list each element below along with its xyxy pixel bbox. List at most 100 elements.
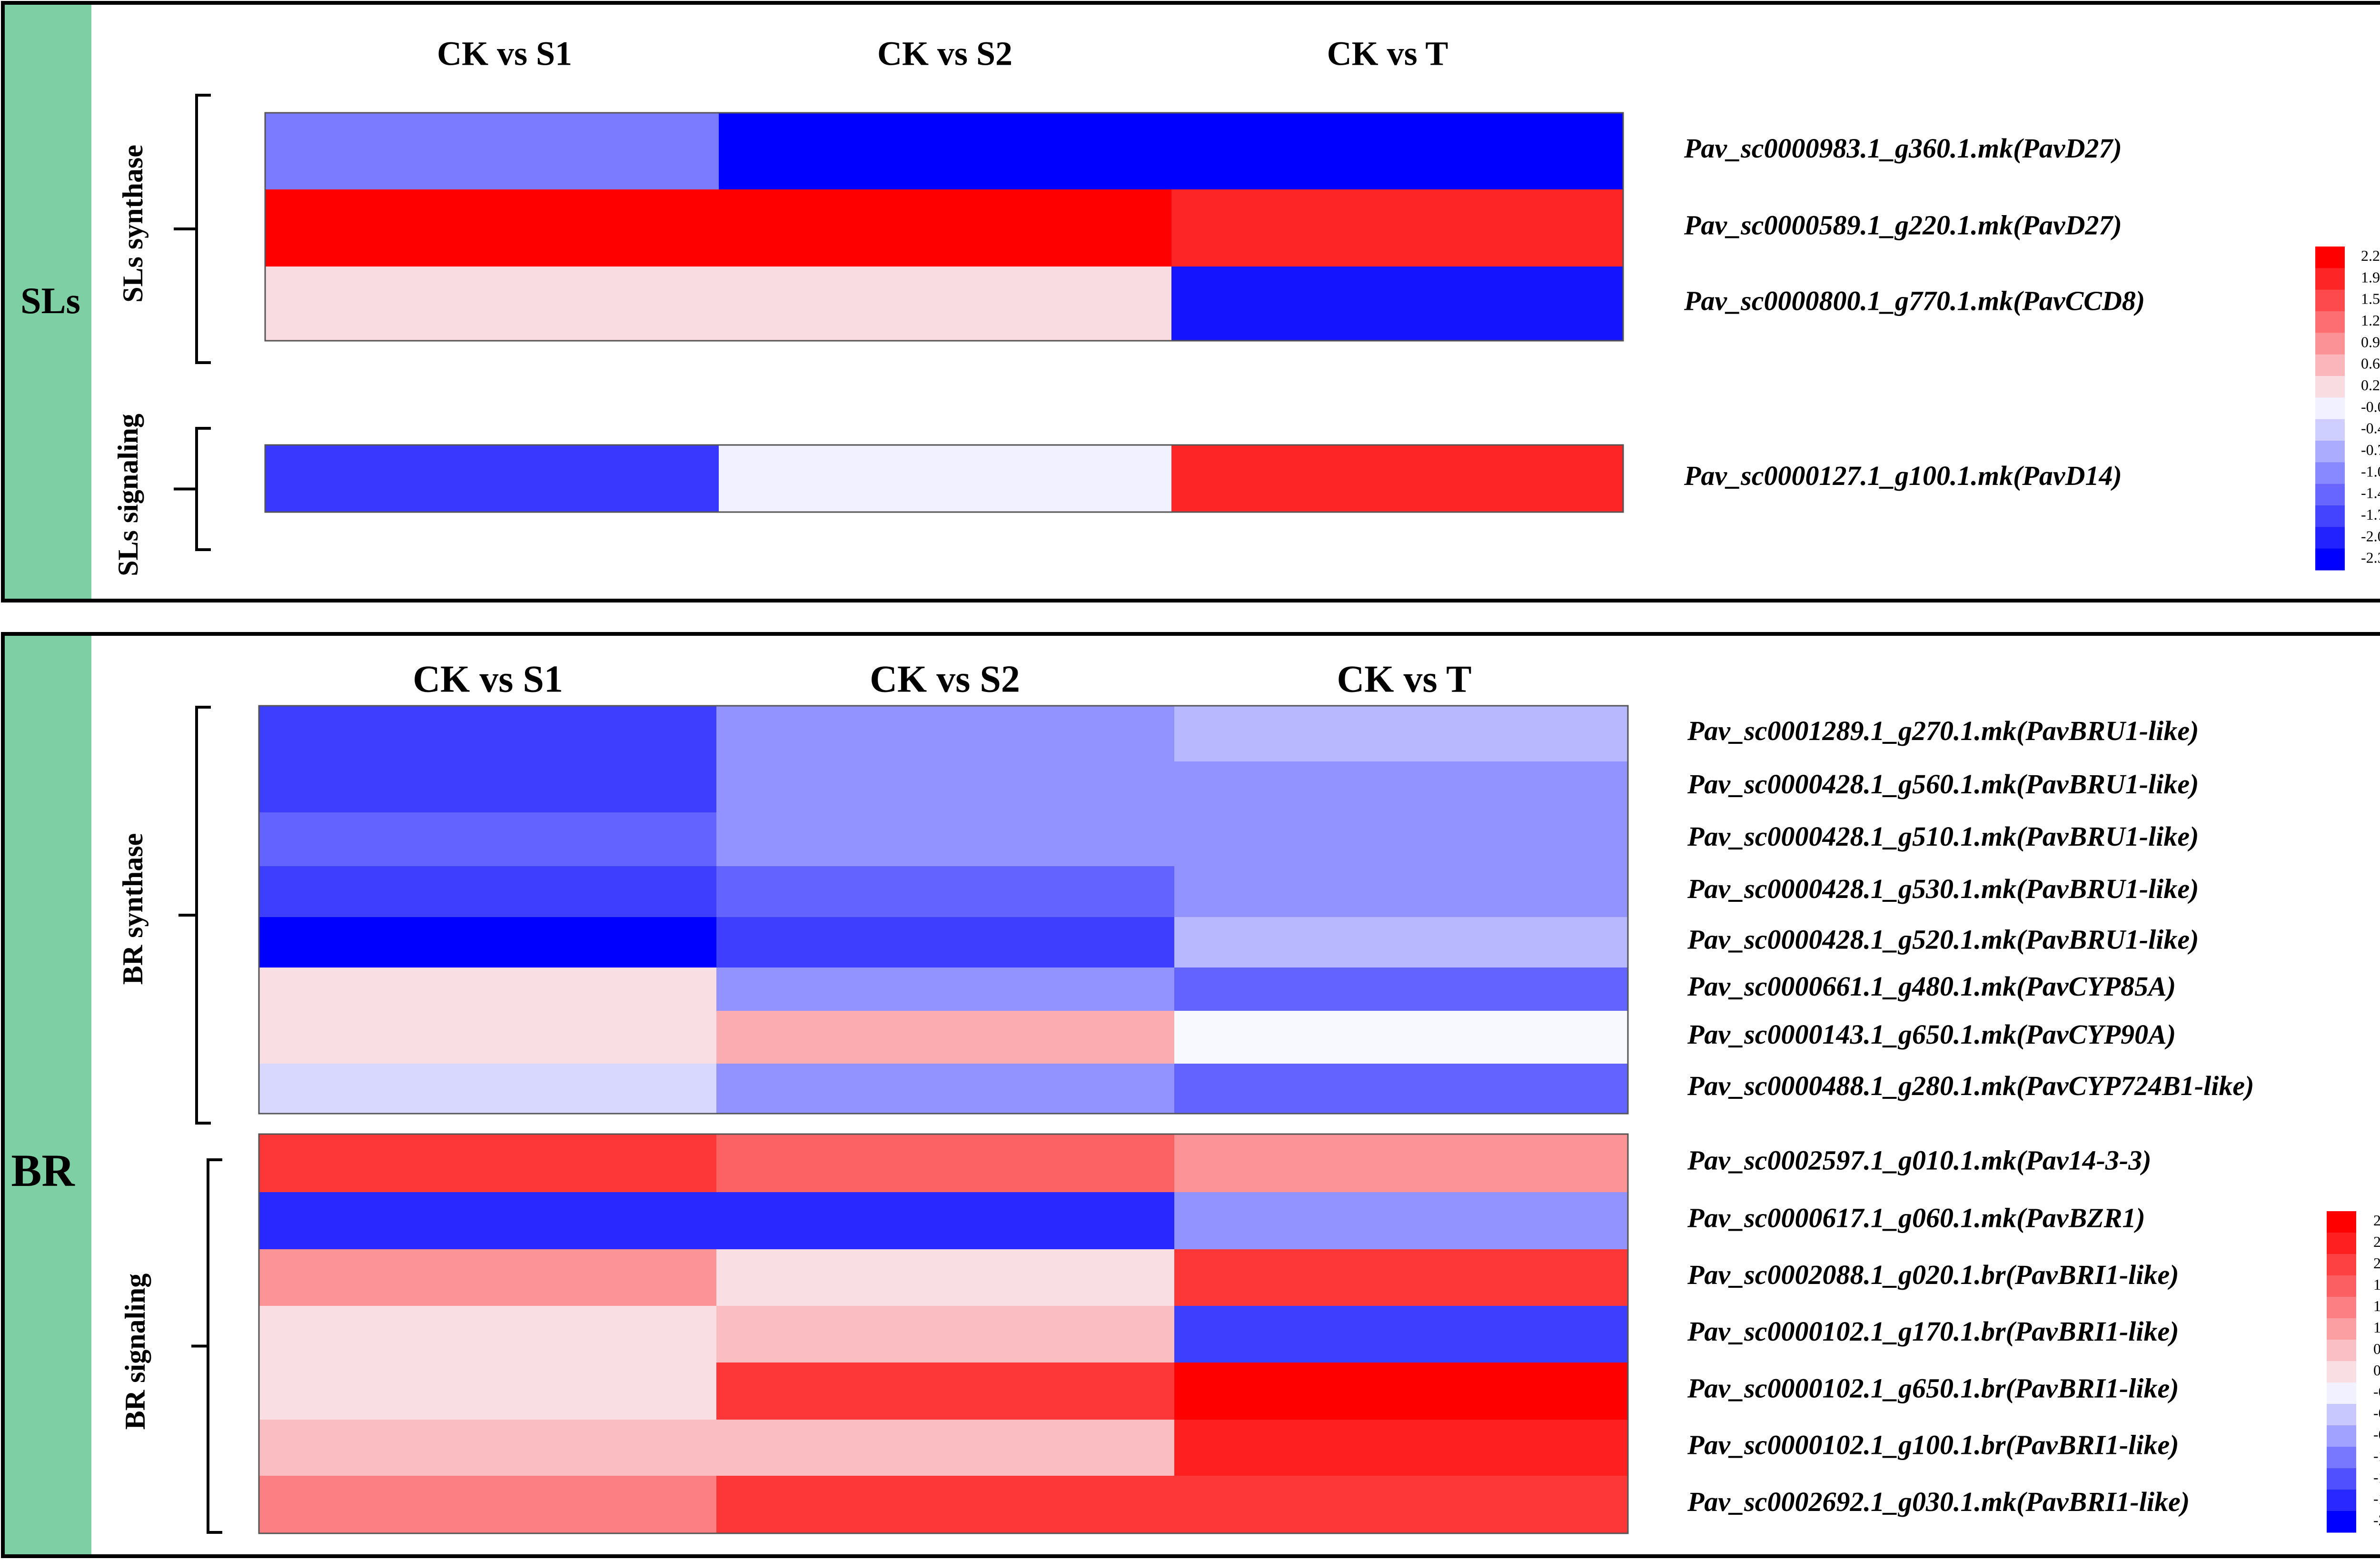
heatmap-cell xyxy=(259,1249,716,1306)
heatmap-cell xyxy=(1174,917,1628,968)
legend-swatch xyxy=(2327,1404,2356,1426)
heatmap-cell xyxy=(259,1420,716,1476)
heatmap-cell xyxy=(716,812,1174,866)
legend-swatch xyxy=(2315,419,2345,441)
heatmap-cell xyxy=(716,1420,1174,1476)
group-bracket xyxy=(191,1158,222,1534)
legend-swatch xyxy=(2315,527,2345,549)
legend-tick-label: 2.19 xyxy=(2373,1254,2380,1272)
legend-tick-label: 1.92 xyxy=(2361,268,2380,286)
legend-swatch xyxy=(2315,289,2345,312)
legend-tick-label: 1.59 xyxy=(2361,290,2380,307)
gene-label: Pav_sc0000800.1_g770.1.mk(PavCCD8) xyxy=(1684,285,2145,316)
gene-label: Pav_sc0000102.1_g170.1.br(PavBRI1-like) xyxy=(1687,1316,2179,1347)
heatmap-cell xyxy=(716,1011,1174,1064)
heatmap-cell xyxy=(259,706,716,761)
heatmap-cell xyxy=(1174,1420,1628,1476)
legend-tick-label: -1.58 xyxy=(2373,1469,2380,1486)
heatmap-cell xyxy=(1174,866,1628,917)
gene-label: Pav_sc0000143.1_g650.1.mk(PavCYP90A) xyxy=(1687,1019,2176,1050)
panel-strip xyxy=(3,3,91,601)
panel-label: BR xyxy=(11,1145,75,1196)
heatmap-cell xyxy=(259,917,716,968)
gene-label: Pav_sc0001289.1_g270.1.mk(PavBRU1-like) xyxy=(1687,715,2199,746)
panel-strip xyxy=(3,634,91,1556)
legend-swatch xyxy=(2327,1490,2356,1511)
heatmap-cell xyxy=(1174,1192,1628,1249)
heatmap-cell xyxy=(716,1249,1174,1306)
legend-swatch xyxy=(2327,1468,2356,1490)
color-legend: 2.26 1.92 1.59 1.26 0.93 0.60 0.26 -0.07 -0.40 -0… xyxy=(2315,247,2380,571)
legend-tick-label: -0.40 xyxy=(2361,420,2380,437)
heatmap-cell xyxy=(1171,267,1623,341)
panel-frame xyxy=(1,1,2380,602)
heatmap-cell xyxy=(716,866,1174,917)
legend-swatch xyxy=(2315,311,2345,333)
heatmap-cell xyxy=(265,189,719,267)
heatmap-cell xyxy=(1171,113,1623,189)
heatmap-cell xyxy=(1174,706,1628,761)
gene-label: Pav_sc0000428.1_g520.1.mk(PavBRU1-like) xyxy=(1687,924,2199,955)
legend-tick-label: 0.31 xyxy=(2373,1362,2380,1379)
legend-tick-label: 0.60 xyxy=(2361,355,2380,372)
sls-panel: SLs CK vs S1 CK vs S2 CK vs T Pav_sc0000983.… xyxy=(1,1,2380,602)
legend-tick-label: 2.26 xyxy=(2361,247,2380,264)
legend-tick-label: -1.95 xyxy=(2373,1490,2380,1507)
heatmap-block-outline xyxy=(264,444,1624,513)
gene-label: Pav_sc0000661.1_g480.1.mk(PavCYP85A) xyxy=(1687,971,2176,1002)
legend-swatch xyxy=(2315,333,2345,355)
legend-tick-label: -0.73 xyxy=(2361,441,2380,458)
legend-swatch xyxy=(2315,397,2345,420)
legend-tick-label: -2.33 xyxy=(2373,1511,2380,1529)
heatmap-cell xyxy=(259,1192,716,1249)
legend-swatch xyxy=(2315,548,2345,571)
heatmap-cell xyxy=(716,917,1174,968)
group-bracket xyxy=(178,706,211,1125)
heatmap-cell xyxy=(716,968,1174,1011)
legend-tick-label: -1.40 xyxy=(2361,484,2380,502)
legend-swatch xyxy=(2327,1297,2356,1319)
legend-tick-label: -1.20 xyxy=(2373,1447,2380,1464)
heatmap-cell xyxy=(719,113,1171,189)
heatmap-cell xyxy=(716,1064,1174,1114)
heatmap-cell xyxy=(719,445,1171,512)
legend-tick-label: -0.07 xyxy=(2361,398,2380,415)
gene-label: Pav_sc0000983.1_g360.1.mk(PavD27) xyxy=(1684,133,2122,164)
legend-tick-label: 1.44 xyxy=(2373,1297,2380,1314)
gene-label: Pav_sc0002088.1_g020.1.br(PavBRI1-like) xyxy=(1687,1259,2179,1290)
gene-label: Pav_sc0000488.1_g280.1.mk(PavCYP724B1-li… xyxy=(1687,1070,2254,1101)
gene-label: Pav_sc0002692.1_g030.1.mk(PavBRI1-like) xyxy=(1687,1486,2190,1517)
group-label: SLs signaling xyxy=(112,414,144,576)
legend-tick-label: -1.73 xyxy=(2361,506,2380,523)
heatmap-cell xyxy=(716,1476,1174,1533)
gene-label: Pav_sc0000589.1_g220.1.mk(PavD27) xyxy=(1684,209,2122,240)
legend-swatch xyxy=(2315,441,2345,463)
panel-label: SLs xyxy=(20,280,80,321)
heatmap-cell xyxy=(265,113,719,189)
gene-label: Pav_sc0000102.1_g100.1.br(PavBRI1-like) xyxy=(1687,1429,2179,1460)
heatmap-cell xyxy=(716,1192,1174,1249)
color-legend: 2.95 2.57 2.19 1.82 1.44 1.06 0.68 0.31 -0.07 -0.… xyxy=(2327,1211,2380,1533)
column-header: CK vs T xyxy=(1337,658,1471,700)
heatmap-cell xyxy=(1174,1476,1628,1533)
legend-tick-label: 0.68 xyxy=(2373,1340,2380,1357)
group-bracket xyxy=(174,427,211,551)
column-header: CK vs S2 xyxy=(877,35,1012,73)
column-header: CK vs S2 xyxy=(870,658,1020,700)
legend-swatch xyxy=(2315,484,2345,506)
heatmap-cell xyxy=(1171,445,1623,512)
legend-tick-label: 1.26 xyxy=(2361,312,2380,329)
group-bracket xyxy=(174,94,211,364)
heatmap-cell xyxy=(259,812,716,866)
heatmap-cell xyxy=(1174,1249,1628,1306)
heatmap-cell xyxy=(1171,189,1623,267)
legend-swatch xyxy=(2327,1233,2356,1254)
heatmap-cell xyxy=(716,1363,1174,1420)
gene-label: Pav_sc0000428.1_g560.1.mk(PavBRU1-like) xyxy=(1687,769,2199,800)
legend-tick-label: -0.45 xyxy=(2373,1404,2380,1422)
legend-tick-label: -1.07 xyxy=(2361,463,2380,480)
heatmap-cell xyxy=(716,706,1174,761)
gene-label: Pav_sc0002597.1_g010.1.mk(Pav14-3-3) xyxy=(1687,1145,2152,1175)
legend-tick-label: 1.82 xyxy=(2373,1276,2380,1293)
